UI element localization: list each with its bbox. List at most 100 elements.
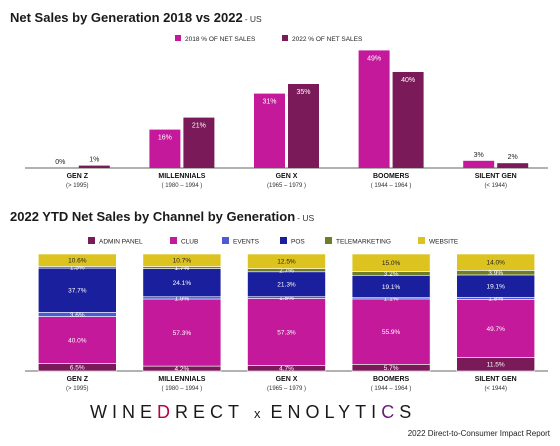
winedirect-logo-c: RECT <box>175 402 244 422</box>
segment-label-gen-z-admin-panel: 6.5% <box>70 365 85 372</box>
category-label-silent-gen: SILENT GEN <box>475 173 517 180</box>
segment-label-silent-gen-club: 49.7% <box>486 326 505 333</box>
category-sublabel-2-gen-x: (1965 – 1979 ) <box>267 386 306 392</box>
data-label-gen-z-2018: 0% <box>55 159 65 166</box>
segment-label-gen-x-pos: 21.3% <box>277 282 296 289</box>
category-label-2-gen-z: GEN Z <box>67 376 89 383</box>
enolytics-logo-c: S <box>399 402 417 422</box>
legend-swatch-admin-panel <box>88 237 95 244</box>
legend-swatch-2022 <box>282 35 288 41</box>
winedirect-logo-b: D <box>157 402 175 422</box>
data-label-boomers-2018: 49% <box>367 55 381 62</box>
segment-label-millennials-club: 57.3% <box>173 330 192 337</box>
legend-swatch-telemarketing <box>325 237 332 244</box>
segment-label-gen-x-telemarketing: 2.7% <box>279 268 294 275</box>
net-sales-by-channel-chart: ADMIN PANEL CLUB EVENTS POS TELEMARKETING WEB… <box>25 237 548 392</box>
bar-boomers-2018 <box>358 50 390 168</box>
segment-label-gen-z-events: 3.6% <box>70 312 85 319</box>
data-label-gen-x-2022: 35% <box>296 89 310 96</box>
winedirect-logo-a: WINE <box>90 402 157 422</box>
category-label-2-millennials: MILLENNIALS <box>158 376 205 383</box>
segment-boomers-club <box>351 298 431 365</box>
category-sublabel-2-millennials: ( 1980 – 1994 ) <box>162 386 203 392</box>
segment-label-boomers-admin-panel: 5.7% <box>384 365 399 372</box>
category-label-boomers: BOOMERS <box>373 173 410 180</box>
category-sublabel-gen-x: (1965 – 1979 ) <box>267 183 306 189</box>
segment-silent-gen-website <box>456 253 536 271</box>
data-label-silent-gen-2018: 3% <box>474 152 484 159</box>
segment-gen-x-club <box>247 298 326 366</box>
data-label-gen-z-2022: 1% <box>89 157 99 164</box>
segment-boomers-website <box>351 253 431 272</box>
legend-label-2018: 2018 % OF NET SALES <box>185 36 256 43</box>
bar-millennials-2018 <box>149 129 181 168</box>
legend-label-pos: POS <box>291 239 305 246</box>
category-label-gen-x: GEN X <box>276 173 298 180</box>
segment-label-gen-z-club: 40.0% <box>68 337 87 344</box>
legend-label-2022: 2022 % OF NET SALES <box>292 36 363 43</box>
category-label-2-silent-gen: SILENT GEN <box>475 376 517 383</box>
segment-gen-x-pos <box>247 271 326 298</box>
segment-millennials-website <box>142 253 222 267</box>
legend-swatch-events <box>222 237 229 244</box>
data-label-gen-x-2018: 31% <box>262 99 276 106</box>
legend-swatch-2018 <box>175 35 181 41</box>
segment-label-silent-gen-pos: 19.1% <box>486 284 505 291</box>
segment-label-silent-gen-telemarketing: 3.9% <box>488 270 503 277</box>
data-label-millennials-2022: 21% <box>192 123 206 130</box>
segment-label-gen-x-admin-panel: 4.7% <box>279 366 294 373</box>
segment-label-boomers-telemarketing: 3.2% <box>384 271 399 278</box>
segment-label-gen-x-club: 57.3% <box>277 329 296 336</box>
category-sublabel-2-silent-gen: (< 1944) <box>484 386 507 392</box>
segment-label-gen-x-events: 1.5% <box>279 295 294 302</box>
segment-gen-z-website <box>37 253 117 267</box>
segment-label-silent-gen-events: 1.8% <box>488 296 503 303</box>
legend-label-admin-panel: ADMIN PANEL <box>99 239 143 246</box>
category-sublabel-gen-z: (> 1995) <box>66 183 89 189</box>
segment-gen-x-website <box>247 253 326 269</box>
chart2-title-text: 2022 YTD Net Sales by Channel by Generat… <box>10 209 296 224</box>
bar-boomers-2022 <box>392 72 424 168</box>
chart1-subtitle: - US <box>244 14 262 24</box>
category-label-millennials: MILLENNIALS <box>158 173 205 180</box>
segment-gen-z-club <box>37 316 117 364</box>
segment-millennials-club <box>142 298 222 367</box>
segment-label-boomers-club: 55.9% <box>382 329 401 336</box>
bar-silent-gen-2018 <box>463 160 495 168</box>
segment-millennials-pos <box>142 268 222 298</box>
legend-label-telemarketing: TELEMARKETING <box>336 239 391 246</box>
segment-label-gen-z-website: 10.6% <box>68 258 87 265</box>
enolytics-logo-b: C <box>381 402 400 422</box>
category-label-2-boomers: BOOMERS <box>373 376 410 383</box>
legend-label-club: CLUB <box>181 239 198 246</box>
segment-label-silent-gen-admin-panel: 11.5% <box>487 362 505 369</box>
segment-label-millennials-website: 10.7% <box>173 258 192 265</box>
category-sublabel-millennials: ( 1980 – 1994 ) <box>162 183 203 189</box>
chart1-title-text: Net Sales by Generation 2018 vs 2022 <box>10 10 243 25</box>
chart2-subtitle: - US <box>297 213 315 223</box>
bar-gen-x-2022 <box>288 84 319 168</box>
bar-gen-x-2018 <box>254 93 285 168</box>
bar-millennials-2022 <box>183 117 215 168</box>
segment-label-boomers-pos: 19.1% <box>382 284 401 291</box>
segment-gen-z-pos <box>37 267 117 313</box>
legend-swatch-club <box>170 237 177 244</box>
data-label-millennials-2018: 16% <box>158 135 172 142</box>
logo-separator: x <box>254 406 261 421</box>
segment-label-silent-gen-website: 14.0% <box>486 260 505 267</box>
segment-label-boomers-website: 15.0% <box>382 260 401 267</box>
category-label-2-gen-x: GEN X <box>276 376 298 383</box>
data-label-boomers-2022: 40% <box>401 77 415 84</box>
segment-label-gen-x-website: 12.5% <box>277 259 296 266</box>
category-label-gen-z: GEN Z <box>67 173 89 180</box>
legend-swatch-pos <box>280 237 287 244</box>
legend-swatch-website <box>418 237 425 244</box>
segment-silent-gen-club <box>456 299 536 358</box>
segment-label-millennials-pos: 24.1% <box>173 280 192 287</box>
chart2-title: 2022 YTD Net Sales by Channel by Generat… <box>10 209 314 224</box>
footer-logos: WINEDRECT x ENOLYTICS <box>90 402 416 423</box>
bar-gen-z-2022 <box>78 165 110 168</box>
bar-silent-gen-2022 <box>497 163 529 168</box>
category-sublabel-boomers: ( 1944 – 1964 ) <box>371 183 412 189</box>
enolytics-logo-a: ENOLYTI <box>270 402 382 422</box>
